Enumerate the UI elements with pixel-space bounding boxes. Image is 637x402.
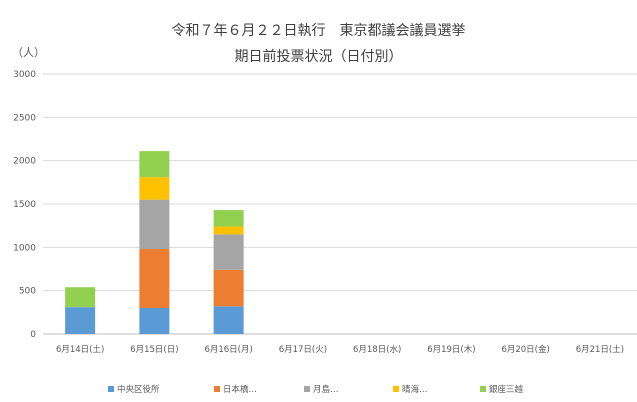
bar-segment xyxy=(139,249,170,308)
bar-segment xyxy=(213,210,244,227)
legend-swatch xyxy=(480,386,486,392)
y-tick-label: 1000 xyxy=(13,243,36,253)
x-tick-label: 6月18日(水) xyxy=(353,344,401,355)
y-tick-label: 2500 xyxy=(13,113,36,123)
y-tick-label: 3000 xyxy=(13,70,36,80)
legend-swatch xyxy=(108,386,114,392)
x-tick-label: 6月21日(土) xyxy=(576,344,624,355)
bar-segment xyxy=(213,306,244,334)
legend-swatch xyxy=(393,386,399,392)
y-tick-label: 2000 xyxy=(13,157,36,167)
x-tick-label: 6月19日(木) xyxy=(427,344,475,355)
legend-label: 日本橋… xyxy=(223,384,257,395)
bar-segment xyxy=(213,269,244,307)
x-tick-label: 6月17日(火) xyxy=(279,345,327,355)
x-tick-label: 6月15日(日) xyxy=(130,345,178,355)
bar-segment xyxy=(213,234,244,270)
chart-title: 令和７年６月２２日執行 東京都議会議員選挙 xyxy=(171,23,466,39)
bar-segment xyxy=(65,287,96,308)
x-tick-label: 6月14日(土) xyxy=(56,344,104,355)
legend-label: 中央区役所 xyxy=(117,384,160,395)
chart-subtitle: 期日前投票状況（日付別） xyxy=(234,49,403,65)
bar-segment xyxy=(139,199,170,250)
legend-label: 晴海… xyxy=(402,384,428,395)
bar-segment xyxy=(139,177,170,200)
x-tick-label: 6月16日(月) xyxy=(204,345,252,355)
legend-label: 月島… xyxy=(313,384,339,395)
y-tick-label: 0 xyxy=(30,330,36,340)
legend-label: 銀座三越 xyxy=(489,384,524,395)
bar-segment xyxy=(139,308,170,334)
legend-swatch xyxy=(214,386,220,392)
bar-segment xyxy=(65,307,96,334)
bar-segment xyxy=(139,151,170,178)
y-tick-label: 500 xyxy=(19,287,36,297)
y-axis-label: （人） xyxy=(12,46,45,59)
legend-swatch xyxy=(304,386,310,392)
y-tick-label: 1500 xyxy=(13,200,36,210)
x-tick-label: 6月20日(金) xyxy=(501,344,549,355)
bar-segment xyxy=(213,226,244,235)
